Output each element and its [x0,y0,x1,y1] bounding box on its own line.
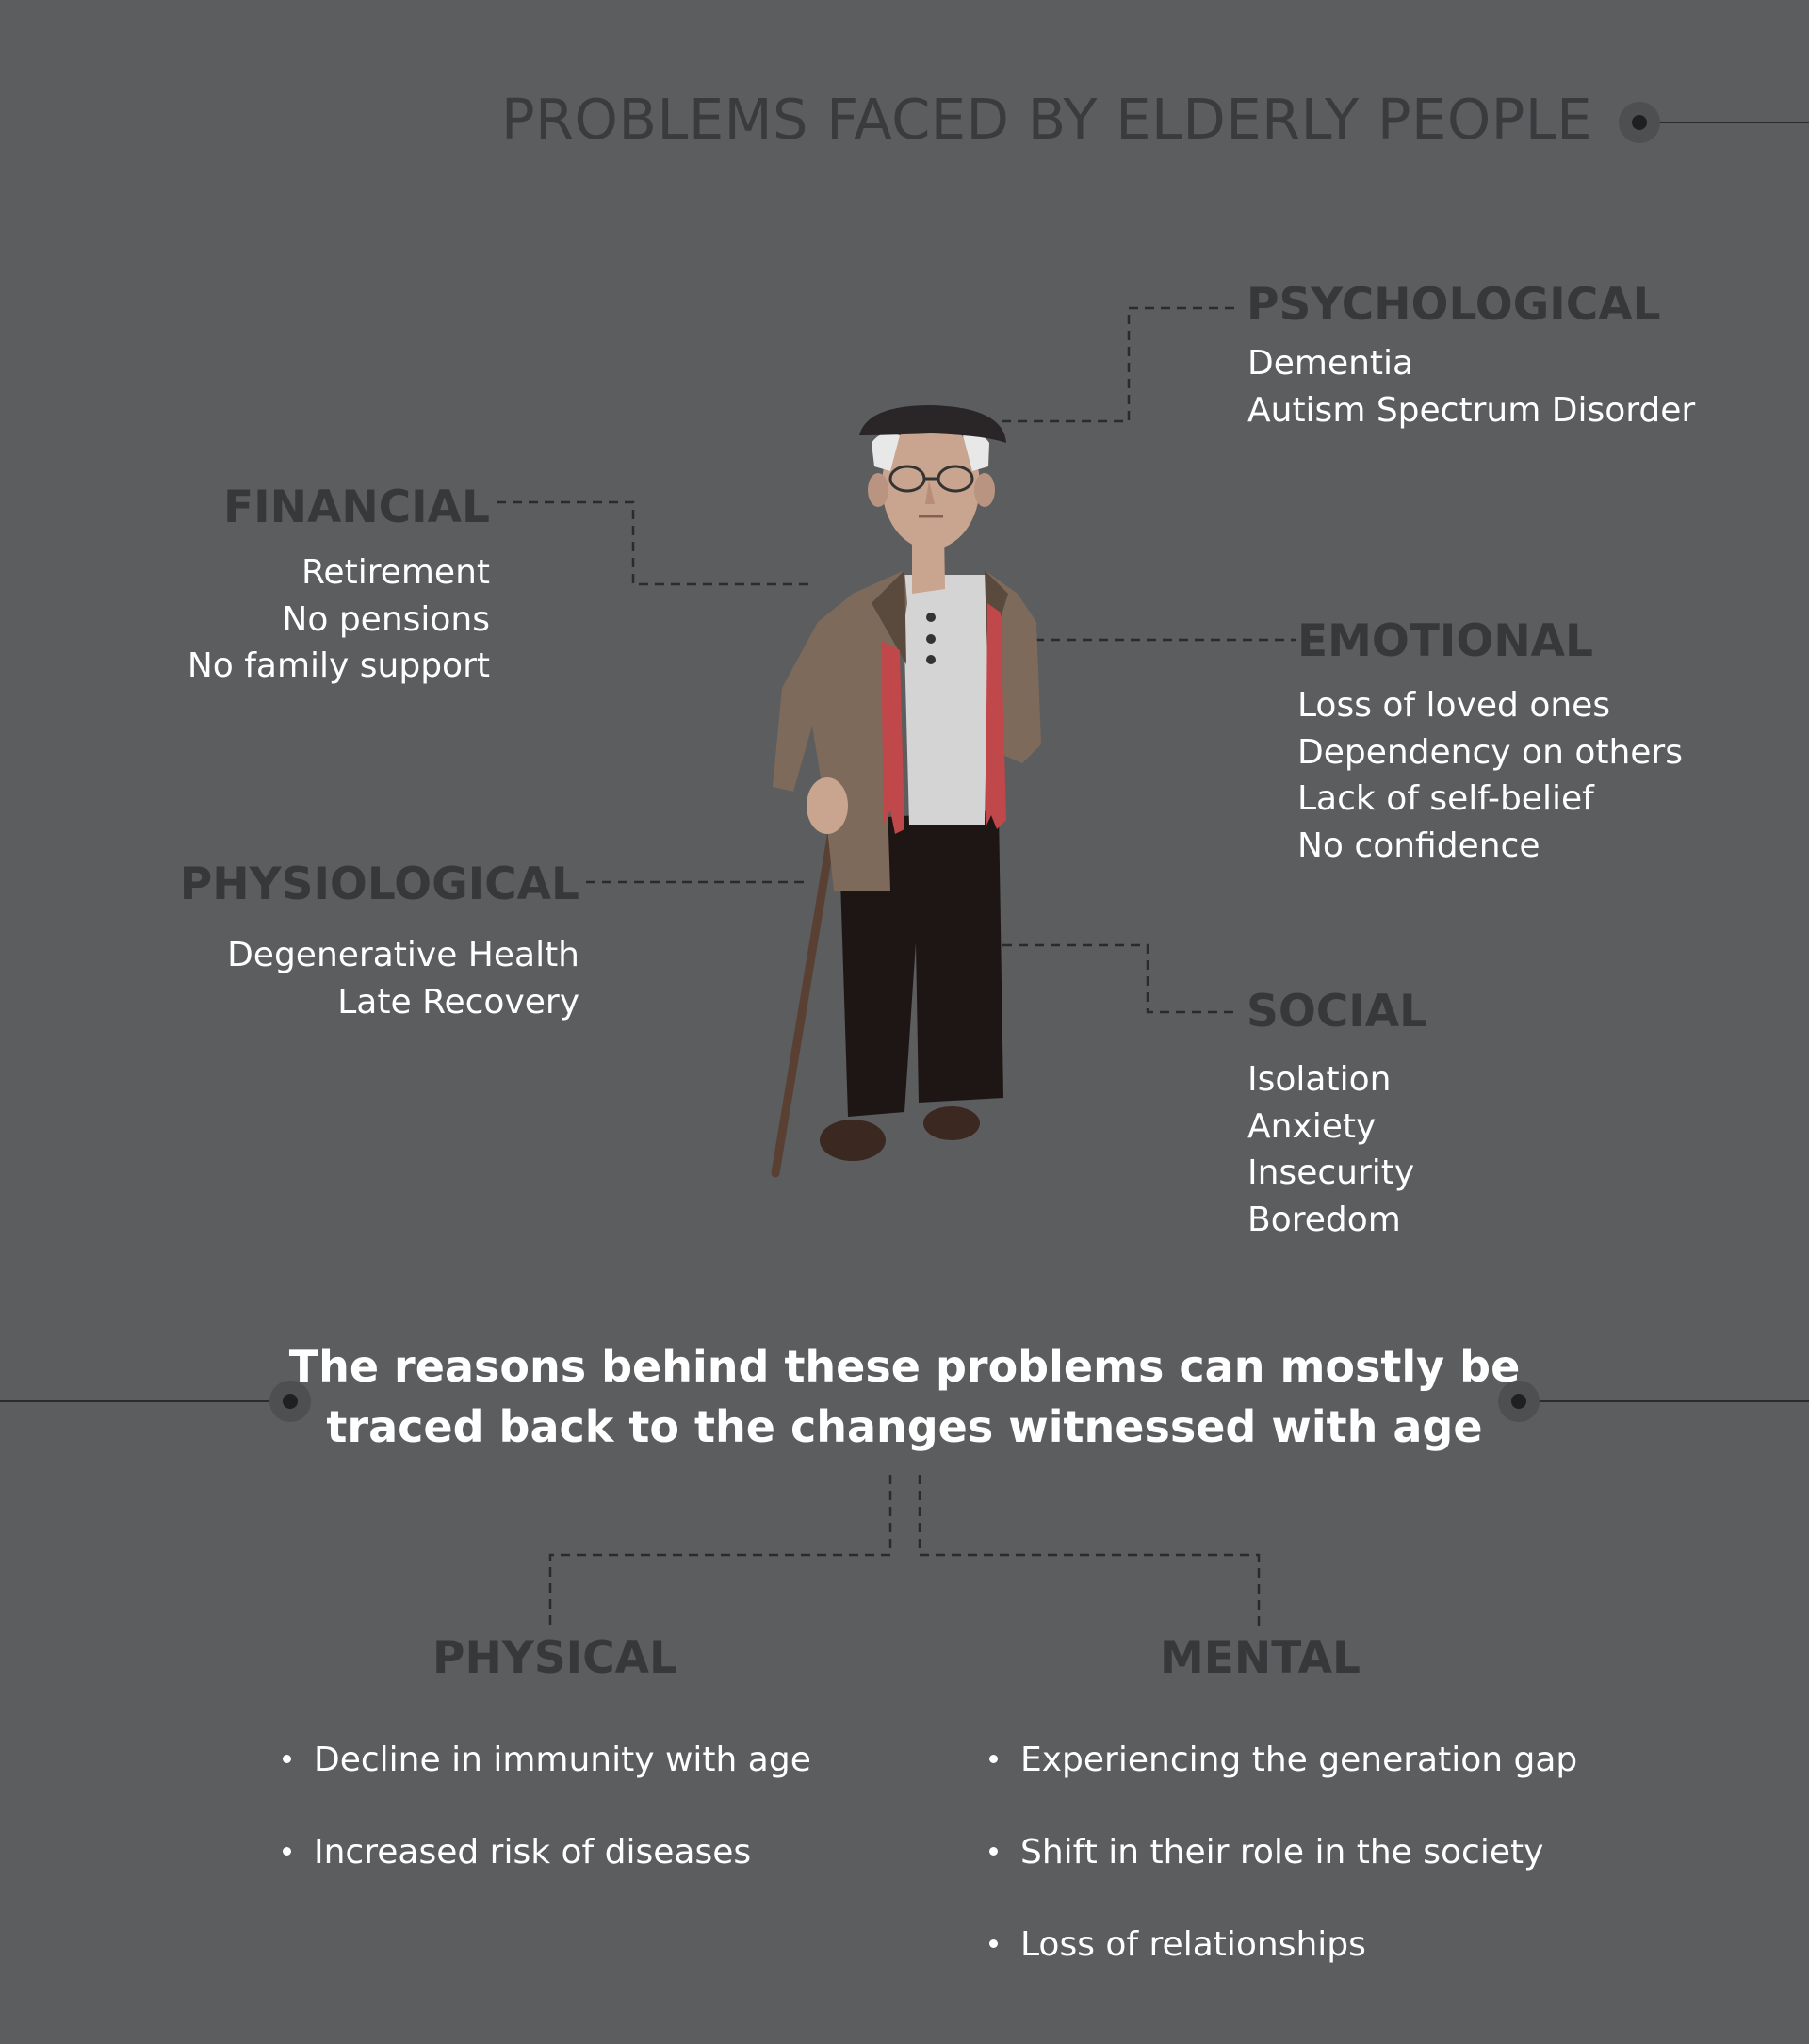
bullet-icon [283,1846,291,1856]
financial-heading: FINANCIAL [223,482,490,533]
list-item: No pensions [282,599,490,639]
physiological-items: Degenerative Health Late Recovery [0,932,579,1025]
social-heading: SOCIAL [1247,986,1428,1038]
bullet-icon [283,1754,291,1763]
list-item: Late Recovery [337,982,579,1022]
list-item: Retirement [302,553,490,592]
list-item: Shift in their role in the society [989,1834,1543,1872]
social-items: Isolation Anxiety Insecurity Boredom [1247,1056,1414,1243]
title-dot-icon [1619,102,1660,143]
list-item: Loss of relationships [989,1926,1366,1964]
list-item: Lack of self-belief [1297,779,1594,818]
list-item: Boredom [1247,1200,1401,1239]
bullet-icon [989,1938,998,1948]
list-item: Anxiety [1247,1106,1377,1146]
psychological-heading: PSYCHOLOGICAL [1247,279,1661,331]
page-title: PROBLEMS FACED BY ELDERLY PEOPLE [500,87,1592,152]
list-item: Isolation [1247,1060,1392,1099]
physiological-heading: PHYSIOLOGICAL [179,858,579,910]
mental-heading: MENTAL [1160,1632,1361,1684]
emotional-heading: EMOTIONAL [1297,615,1593,667]
reasons-line-1: The reasons behind these problems can mo… [288,1341,1521,1392]
bullet-icon [989,1846,998,1856]
list-item: Experiencing the generation gap [989,1741,1577,1779]
list-item: Increased risk of diseases [283,1834,751,1872]
psychological-items: Dementia Autism Spectrum Disorder [1247,340,1695,433]
list-item: Autism Spectrum Disorder [1247,390,1696,430]
reasons-statement: The reasons behind these problems can mo… [0,1336,1809,1457]
list-item: Dependency on others [1297,732,1683,772]
list-item: Decline in immunity with age [283,1741,811,1779]
emotional-items: Loss of loved ones Dependency on others … [1297,682,1683,869]
bullet-icon [989,1754,998,1763]
list-item: Insecurity [1247,1153,1415,1192]
list-item: Loss of loved ones [1297,686,1611,725]
financial-items: Retirement No pensions No family support [0,549,490,690]
list-item: No confidence [1297,826,1540,865]
left-dot-icon [269,1381,311,1422]
list-item: Dementia [1247,344,1414,383]
right-dot-icon [1498,1381,1540,1422]
physical-heading: PHYSICAL [432,1632,677,1684]
list-item: Degenerative Health [227,936,579,974]
list-item: No family support [187,646,490,685]
reasons-line-2: traced back to the changes witnessed wit… [326,1401,1483,1452]
